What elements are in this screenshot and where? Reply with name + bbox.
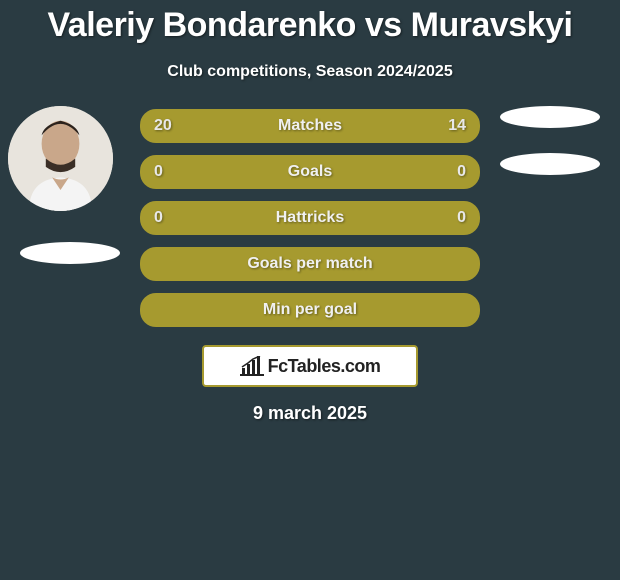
stat-label: Hattricks [276, 209, 344, 227]
stat-row-hattricks: 0 Hattricks 0 [140, 201, 480, 235]
page-title: Valeriy Bondarenko vs Muravskyi [0, 0, 620, 45]
stat-row-min-per-goal: Min per goal [140, 293, 480, 327]
stats-area: 20 Matches 14 0 Goals 0 0 Hattricks 0 Go… [0, 109, 620, 424]
player-avatar-left [8, 106, 113, 211]
stat-right-value: 0 [457, 163, 466, 181]
logo-text: FcTables.com [268, 356, 381, 377]
country-flag-left [20, 242, 120, 264]
stat-label: Matches [278, 117, 342, 135]
date-label: 9 march 2025 [0, 403, 620, 424]
stat-left-value: 0 [154, 163, 163, 181]
stat-row-goals: 0 Goals 0 [140, 155, 480, 189]
stat-left-value: 20 [154, 117, 172, 135]
stat-label: Goals per match [247, 255, 372, 273]
stat-row-matches: 20 Matches 14 [140, 109, 480, 143]
country-flag-right-1 [500, 106, 600, 128]
country-flag-right-2 [500, 153, 600, 175]
stat-label: Goals [288, 163, 332, 181]
stat-row-goals-per-match: Goals per match [140, 247, 480, 281]
subtitle: Club competitions, Season 2024/2025 [0, 63, 620, 81]
stat-left-value: 0 [154, 209, 163, 227]
bar-chart-icon [240, 356, 264, 376]
stat-bars: 20 Matches 14 0 Goals 0 0 Hattricks 0 Go… [140, 109, 480, 327]
stat-right-value: 14 [448, 117, 466, 135]
stat-right-value: 0 [457, 209, 466, 227]
fctables-logo: FcTables.com [202, 345, 418, 387]
stat-label: Min per goal [263, 301, 357, 319]
person-icon [8, 106, 113, 211]
